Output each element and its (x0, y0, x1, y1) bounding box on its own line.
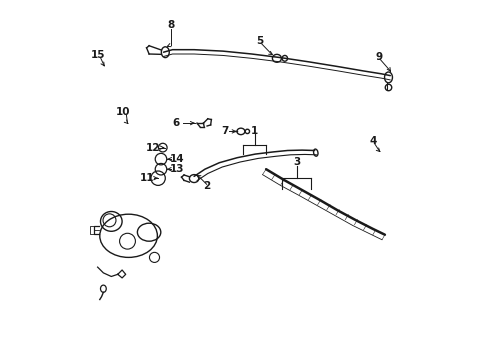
Text: 2: 2 (203, 181, 210, 192)
Text: 13: 13 (169, 164, 183, 174)
Text: 1: 1 (250, 126, 258, 136)
Text: 4: 4 (369, 136, 376, 146)
Text: 12: 12 (145, 143, 160, 153)
Text: 3: 3 (292, 157, 300, 167)
Text: 14: 14 (169, 154, 184, 164)
Text: 11: 11 (140, 173, 154, 183)
Text: 15: 15 (90, 50, 104, 60)
Text: 9: 9 (375, 52, 382, 62)
Text: 6: 6 (172, 118, 180, 128)
Text: 8: 8 (167, 20, 174, 30)
Text: 10: 10 (115, 107, 130, 117)
Text: 7: 7 (221, 126, 228, 136)
Text: 5: 5 (256, 36, 263, 46)
